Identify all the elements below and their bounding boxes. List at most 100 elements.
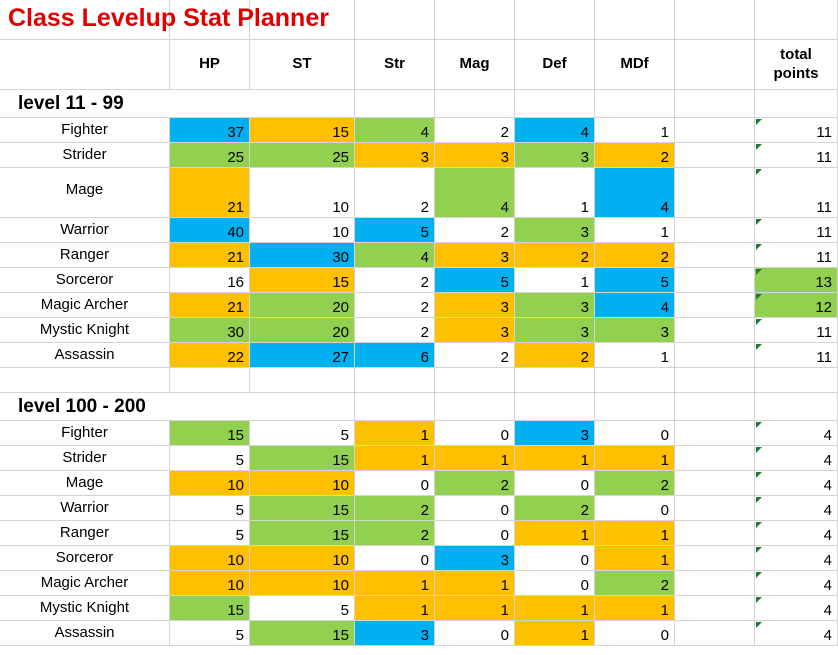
stat-cell-mag[interactable]: 2: [435, 343, 515, 368]
grid-cell[interactable]: [515, 393, 595, 421]
stat-cell-def[interactable]: 3: [515, 421, 595, 446]
grid-cell[interactable]: [355, 368, 435, 393]
total-points-cell[interactable]: 4: [755, 471, 838, 496]
stat-cell-st[interactable]: 15: [250, 496, 355, 521]
stat-cell-hp[interactable]: 15: [170, 596, 250, 621]
stat-cell-hp[interactable]: 10: [170, 471, 250, 496]
stat-cell-st[interactable]: 15: [250, 118, 355, 143]
stat-cell-hp[interactable]: 40: [170, 218, 250, 243]
grid-cell[interactable]: [595, 0, 675, 40]
grid-cell[interactable]: [250, 90, 355, 118]
grid-cell[interactable]: [675, 596, 755, 621]
total-points-cell[interactable]: 11: [755, 143, 838, 168]
total-points-cell[interactable]: 4: [755, 571, 838, 596]
grid-cell[interactable]: [675, 446, 755, 471]
stat-cell-mag[interactable]: 0: [435, 421, 515, 446]
stat-cell-st[interactable]: 15: [250, 621, 355, 646]
grid-cell[interactable]: [675, 0, 755, 40]
stat-cell-mag[interactable]: 1: [435, 571, 515, 596]
stat-cell-def[interactable]: 2: [515, 496, 595, 521]
total-points-cell[interactable]: 11: [755, 343, 838, 368]
stat-cell-str[interactable]: 3: [355, 621, 435, 646]
stat-cell-def[interactable]: 3: [515, 318, 595, 343]
stat-cell-def[interactable]: 1: [515, 446, 595, 471]
stat-cell-hp[interactable]: 22: [170, 343, 250, 368]
stat-cell-mag[interactable]: 2: [435, 118, 515, 143]
grid-cell[interactable]: [675, 293, 755, 318]
stat-cell-hp[interactable]: 30: [170, 318, 250, 343]
grid-cell[interactable]: [675, 393, 755, 421]
total-points-cell[interactable]: 11: [755, 318, 838, 343]
grid-cell[interactable]: [355, 393, 435, 421]
stat-cell-hp[interactable]: 5: [170, 621, 250, 646]
total-points-cell[interactable]: 4: [755, 621, 838, 646]
stat-cell-hp[interactable]: 37: [170, 118, 250, 143]
stat-cell-mdf[interactable]: 1: [595, 343, 675, 368]
stat-cell-hp[interactable]: 16: [170, 268, 250, 293]
stat-cell-str[interactable]: 0: [355, 471, 435, 496]
total-points-cell[interactable]: 4: [755, 521, 838, 546]
total-points-cell[interactable]: 4: [755, 446, 838, 471]
stat-cell-mdf[interactable]: 1: [595, 218, 675, 243]
grid-cell[interactable]: [675, 621, 755, 646]
stat-cell-def[interactable]: 1: [515, 596, 595, 621]
stat-cell-mdf[interactable]: 1: [595, 118, 675, 143]
grid-cell[interactable]: [675, 368, 755, 393]
stat-cell-mag[interactable]: 3: [435, 318, 515, 343]
grid-cell[interactable]: [515, 90, 595, 118]
grid-cell[interactable]: [675, 546, 755, 571]
grid-cell[interactable]: [675, 521, 755, 546]
total-points-cell[interactable]: 4: [755, 546, 838, 571]
grid-cell[interactable]: [435, 0, 515, 40]
grid-cell[interactable]: [355, 90, 435, 118]
stat-cell-st[interactable]: 10: [250, 168, 355, 218]
stat-cell-str[interactable]: 1: [355, 421, 435, 446]
stat-cell-str[interactable]: 2: [355, 318, 435, 343]
grid-cell[interactable]: [675, 143, 755, 168]
stat-cell-mdf[interactable]: 2: [595, 471, 675, 496]
stat-cell-st[interactable]: 5: [250, 596, 355, 621]
grid-cell[interactable]: [0, 40, 170, 90]
stat-cell-str[interactable]: 5: [355, 218, 435, 243]
grid-cell[interactable]: [675, 471, 755, 496]
grid-cell[interactable]: [250, 0, 355, 40]
column-header-def[interactable]: Def: [515, 40, 595, 90]
stat-cell-str[interactable]: 3: [355, 143, 435, 168]
stat-cell-str[interactable]: 4: [355, 118, 435, 143]
grid-cell[interactable]: [170, 0, 250, 40]
column-header-mdf[interactable]: MDf: [595, 40, 675, 90]
stat-cell-hp[interactable]: 21: [170, 243, 250, 268]
grid-cell[interactable]: [675, 118, 755, 143]
stat-cell-mdf[interactable]: 0: [595, 621, 675, 646]
stat-cell-st[interactable]: 10: [250, 571, 355, 596]
stat-cell-st[interactable]: 27: [250, 343, 355, 368]
stat-cell-mag[interactable]: 3: [435, 293, 515, 318]
stat-cell-def[interactable]: 1: [515, 168, 595, 218]
total-points-cell[interactable]: 4: [755, 496, 838, 521]
stat-cell-str[interactable]: 6: [355, 343, 435, 368]
stat-cell-str[interactable]: 1: [355, 571, 435, 596]
stat-cell-mag[interactable]: 1: [435, 446, 515, 471]
total-points-cell[interactable]: 11: [755, 168, 838, 218]
stat-cell-str[interactable]: 2: [355, 293, 435, 318]
grid-cell[interactable]: [675, 571, 755, 596]
grid-cell[interactable]: [250, 393, 355, 421]
stat-cell-str[interactable]: 2: [355, 496, 435, 521]
grid-cell[interactable]: [675, 421, 755, 446]
grid-cell[interactable]: [435, 393, 515, 421]
column-header-str[interactable]: Str: [355, 40, 435, 90]
total-points-cell[interactable]: 11: [755, 118, 838, 143]
grid-cell[interactable]: [170, 368, 250, 393]
grid-cell[interactable]: [755, 0, 838, 40]
grid-cell[interactable]: [515, 0, 595, 40]
stat-cell-def[interactable]: 2: [515, 243, 595, 268]
grid-cell[interactable]: [755, 368, 838, 393]
stat-cell-hp[interactable]: 21: [170, 168, 250, 218]
stat-cell-mag[interactable]: 0: [435, 621, 515, 646]
stat-cell-mag[interactable]: 3: [435, 546, 515, 571]
stat-cell-str[interactable]: 1: [355, 446, 435, 471]
stat-cell-hp[interactable]: 5: [170, 446, 250, 471]
stat-cell-st[interactable]: 30: [250, 243, 355, 268]
stat-cell-mag[interactable]: 0: [435, 496, 515, 521]
grid-cell[interactable]: [435, 368, 515, 393]
